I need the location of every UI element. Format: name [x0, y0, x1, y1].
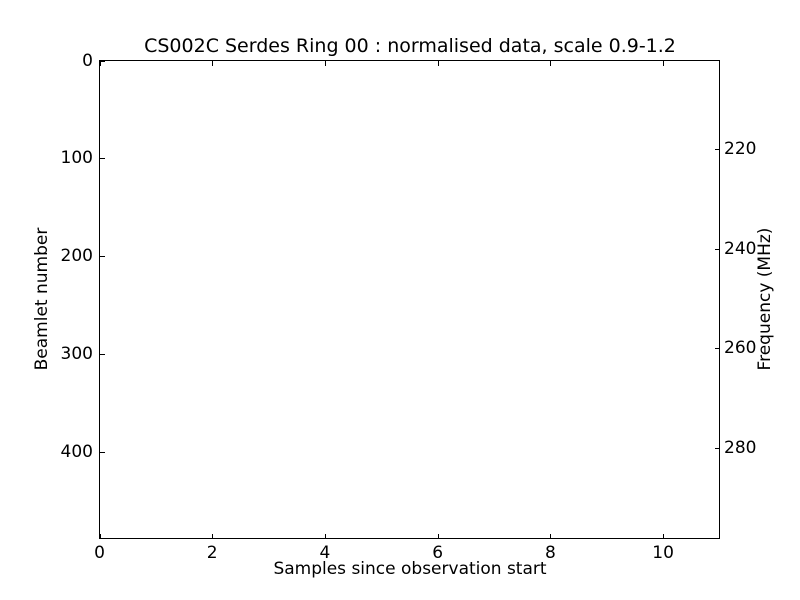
y-tick-label-right: 260 — [724, 338, 757, 359]
x-tick-mark-top — [437, 60, 439, 66]
x-tick-label: 10 — [652, 543, 674, 563]
y-tick-mark-left — [99, 354, 105, 356]
y-tick-label-left: 200 — [60, 246, 93, 267]
x-tick-mark — [212, 533, 214, 539]
y-tick-label-left: 0 — [82, 50, 93, 71]
x-tick-mark — [663, 533, 665, 539]
y-tick-mark-right — [714, 447, 720, 449]
y-tick-mark-left — [99, 256, 105, 258]
y-tick-label-right: 280 — [724, 437, 757, 458]
x-tick-mark-top — [663, 60, 665, 66]
x-tick-mark — [550, 533, 552, 539]
y-tick-label-left: 100 — [60, 148, 93, 169]
x-tick-mark — [324, 533, 326, 539]
y-tick-label-right: 240 — [724, 238, 757, 259]
x-axis-label: Samples since observation start — [273, 559, 547, 579]
y-axis-label-right: Frequency (MHz) — [755, 227, 775, 371]
chart-title: CS002C Serdes Ring 00 : normalised data,… — [144, 35, 676, 57]
y-tick-label-left: 300 — [60, 344, 93, 365]
y-tick-label-right: 220 — [724, 139, 757, 160]
x-tick-mark — [99, 533, 101, 539]
x-tick-label: 2 — [206, 543, 218, 563]
x-tick-label: 0 — [94, 543, 105, 563]
x-tick-label: 8 — [544, 543, 556, 563]
y-tick-mark-right — [714, 348, 720, 350]
y-tick-mark-right — [714, 248, 720, 250]
y-tick-label-left: 400 — [60, 442, 93, 463]
y-tick-mark-left — [99, 158, 105, 160]
x-tick-label: 6 — [432, 543, 444, 563]
x-tick-mark — [437, 533, 439, 539]
y-tick-mark-left — [99, 452, 105, 454]
y-tick-mark-left — [99, 60, 105, 62]
x-tick-mark-top — [212, 60, 214, 66]
y-tick-mark-right — [714, 149, 720, 151]
plot-area — [99, 60, 720, 539]
y-axis-label-left: Beamlet number — [32, 227, 52, 371]
x-tick-mark-top — [324, 60, 326, 66]
x-tick-label: 4 — [319, 543, 331, 563]
x-tick-mark-top — [550, 60, 552, 66]
x-tick-mark-top — [99, 60, 101, 66]
